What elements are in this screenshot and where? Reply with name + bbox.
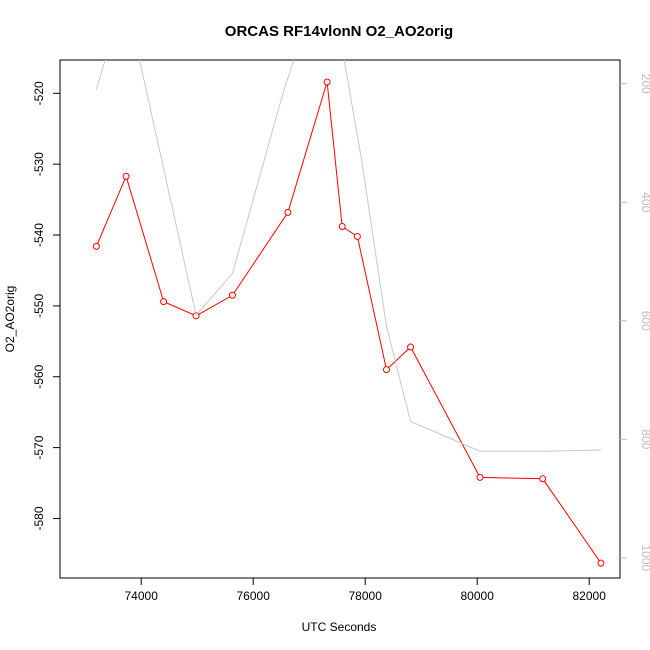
data-point bbox=[597, 559, 605, 567]
y2-tick-label: 200 bbox=[639, 74, 650, 94]
data-point bbox=[382, 366, 390, 374]
x-axis-label: UTC Seconds bbox=[302, 620, 377, 634]
y-tick-label: -530 bbox=[32, 152, 46, 176]
chart-title: ORCAS RF14vlonN O2_AO2orig bbox=[225, 23, 453, 40]
y-tick-label: -550 bbox=[32, 294, 46, 318]
y2-tick-label: 400 bbox=[639, 192, 650, 212]
y-axis-left: -580 -570 -560 -550 -540 -530 -520 bbox=[32, 81, 60, 530]
data-point bbox=[122, 172, 130, 180]
x-tick-label: 80000 bbox=[461, 589, 495, 603]
x-tick-label: 78000 bbox=[349, 589, 383, 603]
plot-frame bbox=[59, 59, 621, 579]
y2-tick-label: 1000 bbox=[639, 544, 650, 571]
x-tick-label: 76000 bbox=[237, 589, 271, 603]
data-point bbox=[353, 232, 361, 240]
y-tick-label: -540 bbox=[32, 223, 46, 247]
data-point bbox=[323, 78, 331, 86]
data-point bbox=[284, 208, 292, 216]
y2-tick-label: 800 bbox=[639, 429, 650, 449]
y-axis-label: O2_AO2orig bbox=[3, 286, 17, 353]
y-tick-label: -560 bbox=[32, 364, 46, 388]
x-axis: 74000 76000 78000 80000 82000 bbox=[125, 578, 607, 603]
y-tick-label: -570 bbox=[32, 435, 46, 459]
data-point bbox=[476, 473, 484, 481]
data-point bbox=[92, 242, 100, 250]
series-line-0 bbox=[95, 81, 602, 564]
data-point bbox=[407, 343, 415, 351]
y-tick-label: -580 bbox=[32, 506, 46, 530]
data-point bbox=[160, 298, 168, 306]
series-line-1 bbox=[95, 60, 602, 452]
data-point bbox=[228, 291, 236, 299]
data-point bbox=[539, 475, 547, 483]
y-tick-label: -520 bbox=[32, 81, 46, 105]
y2-tick-label: 600 bbox=[639, 311, 650, 331]
x-tick-label: 74000 bbox=[125, 589, 159, 603]
y-axis-right: 200 400 600 800 1000 bbox=[620, 74, 650, 572]
data-point bbox=[338, 223, 346, 231]
x-tick-label: 82000 bbox=[573, 589, 607, 603]
